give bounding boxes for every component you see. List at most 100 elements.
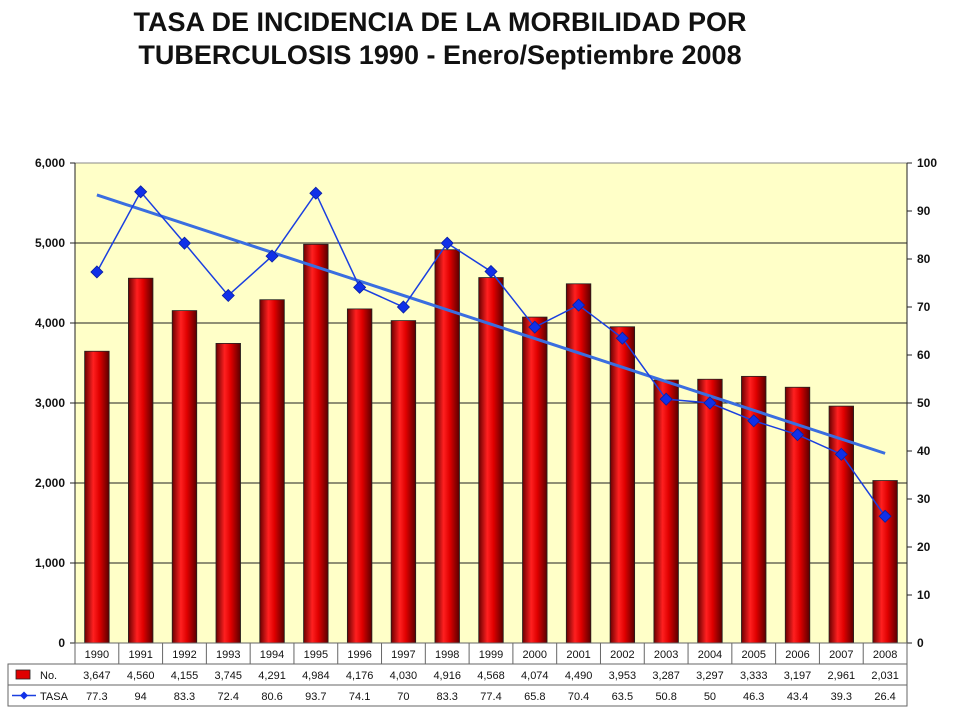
bar-2004 bbox=[697, 378, 723, 644]
legend-label-TASA: TASA bbox=[40, 691, 69, 703]
table-cell-TASA-2004: 50 bbox=[704, 691, 716, 703]
x-tick-label-1996: 1996 bbox=[347, 649, 371, 661]
bar-1990 bbox=[84, 350, 110, 644]
x-tick-label-1990: 1990 bbox=[85, 649, 109, 661]
tasa-point-2007 bbox=[834, 447, 848, 461]
y-right-tick-label: 40 bbox=[917, 444, 931, 458]
trendline bbox=[96, 193, 886, 455]
table-cell-No.-2004: 3,297 bbox=[696, 670, 724, 682]
table-cell-No.-2007: 2,961 bbox=[828, 670, 856, 682]
x-tick-label-2006: 2006 bbox=[785, 649, 809, 661]
table-cell-No.-2006: 3,197 bbox=[784, 670, 812, 682]
x-tick-label-2000: 2000 bbox=[523, 649, 547, 661]
x-tick-label-1999: 1999 bbox=[479, 649, 503, 661]
table-cell-No.-2002: 3,953 bbox=[609, 670, 637, 682]
x-tick-label-1992: 1992 bbox=[172, 649, 196, 661]
chart-title-line2: TUBERCULOSIS 1990 - Enero/Septiembre 200… bbox=[138, 40, 742, 70]
tasa-point-1991 bbox=[134, 185, 148, 199]
bar-1993 bbox=[215, 342, 241, 644]
y-left-tick-label: 0 bbox=[58, 636, 65, 650]
y-left-tick-label: 3,000 bbox=[35, 396, 65, 410]
x-tick-label-2002: 2002 bbox=[610, 649, 634, 661]
tasa-point-1992 bbox=[177, 236, 192, 250]
x-tick-label-1993: 1993 bbox=[216, 649, 240, 661]
legend-label-No.: No. bbox=[40, 670, 57, 682]
table-row-TASA bbox=[7, 684, 908, 707]
table-cell-TASA-1995: 93.7 bbox=[305, 691, 326, 703]
bar-2000 bbox=[522, 316, 548, 644]
y-right-tick-label: 0 bbox=[917, 636, 924, 650]
y-left-tick-label: 6,000 bbox=[35, 156, 65, 170]
y-left-tick-label: 1,000 bbox=[35, 556, 65, 570]
y-left-tick-label: 4,000 bbox=[35, 316, 65, 330]
tasa-point-1993 bbox=[221, 288, 235, 303]
x-tick-label-1991: 1991 bbox=[128, 649, 152, 661]
table-cell-TASA-2000: 65.8 bbox=[524, 691, 545, 703]
bar-1997 bbox=[390, 320, 417, 644]
x-tick-label-2004: 2004 bbox=[698, 649, 722, 661]
table-cell-No.-1995: 4,984 bbox=[302, 670, 330, 682]
y-left-tick-label: 2,000 bbox=[35, 476, 65, 490]
tasa-point-1997 bbox=[396, 300, 410, 314]
table-cell-No.-2003: 3,287 bbox=[652, 670, 680, 682]
table-cell-TASA-2007: 39.3 bbox=[831, 691, 852, 703]
table-cell-No.-1997: 4,030 bbox=[390, 670, 418, 682]
bar-1991 bbox=[128, 277, 154, 644]
y-right-tick-label: 100 bbox=[917, 156, 937, 170]
table-cell-No.-1999: 4,568 bbox=[477, 670, 505, 682]
bar-1999 bbox=[478, 277, 504, 644]
table-cell-No.-2001: 4,490 bbox=[565, 670, 593, 682]
x-tick-label-2007: 2007 bbox=[829, 649, 853, 661]
table-cell-TASA-1992: 83.3 bbox=[174, 691, 195, 703]
tasa-point-1998 bbox=[440, 236, 454, 250]
legend-key-bars bbox=[15, 669, 31, 680]
x-tick-label-1994: 1994 bbox=[260, 649, 284, 661]
bar-2001 bbox=[565, 283, 592, 644]
table-cell-TASA-1994: 80.6 bbox=[261, 691, 282, 703]
tasa-point-2006 bbox=[790, 428, 805, 442]
bar-1995 bbox=[303, 243, 329, 644]
x-tick-label-1997: 1997 bbox=[391, 649, 415, 661]
table-cell-No.-1992: 4,155 bbox=[171, 670, 199, 682]
x-tick-label-2005: 2005 bbox=[741, 649, 765, 661]
bar-1998 bbox=[434, 249, 460, 644]
tasa-point-2005 bbox=[747, 414, 761, 428]
bar-2007 bbox=[828, 405, 854, 644]
table-cell-TASA-2005: 46.3 bbox=[743, 691, 764, 703]
tasa-point-1990 bbox=[90, 265, 104, 279]
y-right-tick-label: 70 bbox=[917, 300, 931, 314]
y-right-tick-label: 60 bbox=[917, 348, 931, 362]
bar-1992 bbox=[171, 310, 198, 644]
y-left-tick-label: 5,000 bbox=[35, 236, 65, 250]
y-right-tick-label: 10 bbox=[917, 588, 931, 602]
chart-title: TASA DE INCIDENCIA DE LA MORBILIDAD POR … bbox=[60, 6, 820, 72]
table-cell-TASA-1997: 70 bbox=[397, 691, 409, 703]
x-tick-label-2001: 2001 bbox=[566, 649, 590, 661]
y-right-tick-label: 30 bbox=[917, 492, 931, 506]
table-cell-TASA-1996: 74.1 bbox=[349, 691, 370, 703]
table-cell-TASA-2008: 26.4 bbox=[874, 691, 895, 703]
table-cell-TASA-1998: 83.3 bbox=[436, 691, 457, 703]
bar-2003 bbox=[653, 379, 679, 644]
y-right-tick-label: 80 bbox=[917, 252, 931, 266]
tasa-point-2008 bbox=[878, 509, 892, 523]
table-cell-TASA-1999: 77.4 bbox=[480, 691, 501, 703]
table-cell-No.-1996: 4,176 bbox=[346, 670, 374, 682]
bar-1996 bbox=[346, 308, 373, 644]
chart-title-line1: TASA DE INCIDENCIA DE LA MORBILIDAD POR bbox=[133, 7, 747, 37]
table-cell-No.-1990: 3,647 bbox=[83, 670, 111, 682]
tasa-point-2001 bbox=[572, 298, 586, 312]
table-cell-No.-2005: 3,333 bbox=[740, 670, 768, 682]
tasa-point-1995 bbox=[309, 186, 323, 200]
bar-2008 bbox=[872, 480, 898, 644]
y-right-tick-label: 50 bbox=[917, 396, 931, 410]
tasa-point-2004 bbox=[703, 396, 717, 410]
table-cell-TASA-2002: 63.5 bbox=[612, 691, 633, 703]
bar-1994 bbox=[259, 299, 285, 644]
tasa-point-1999 bbox=[484, 264, 498, 279]
tasa-point-2000 bbox=[528, 320, 542, 334]
tasa-point-2003 bbox=[659, 392, 673, 406]
table-cell-No.-1991: 4,560 bbox=[127, 670, 155, 682]
table-cell-No.-1994: 4,291 bbox=[258, 670, 286, 682]
tasa-point-1994 bbox=[265, 249, 279, 263]
